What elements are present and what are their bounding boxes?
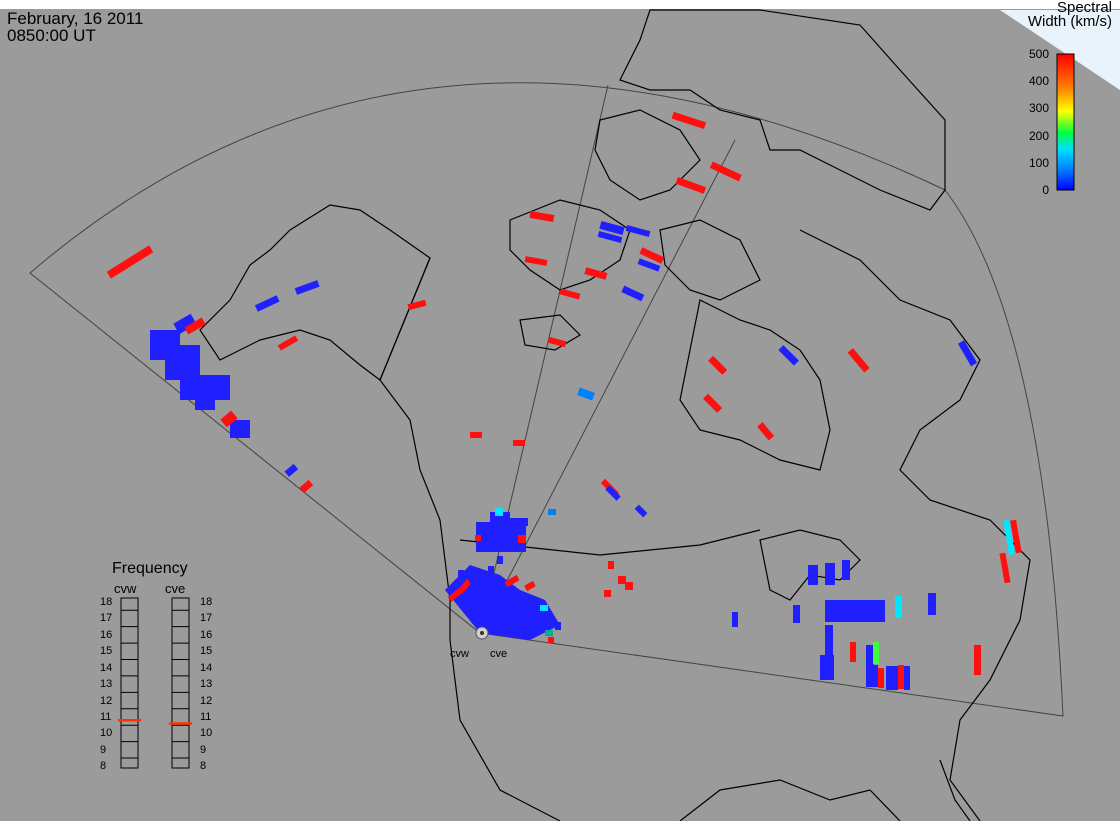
freq-scale-label: 10: [200, 727, 213, 740]
colorbar-tick-label: 400: [1028, 74, 1049, 89]
cve-cells: [548, 111, 1022, 690]
freq-scale-label: 13: [100, 678, 113, 691]
colorbar-title-line1: Spectral: [1056, 0, 1112, 16]
top-band: [0, 0, 1120, 9]
freq-scale-label: 9: [100, 743, 107, 756]
colorbar-tick-label: 0: [1042, 183, 1049, 197]
freq-scale-label: 8: [200, 760, 207, 773]
freq-scale-label: 18: [200, 596, 213, 608]
freq-scale-label: 11: [200, 710, 212, 723]
radar-site-dot: [480, 631, 484, 635]
freq-radar-label-cve: cve: [165, 581, 186, 596]
freq-scale-label: 8: [100, 760, 107, 773]
colorbar-tick-label: 100: [1028, 155, 1049, 170]
freq-scale-label: 10: [100, 727, 113, 740]
colorbar-title-line2: Width (km/s): [1027, 13, 1112, 30]
corner-wedge: [1000, 10, 1120, 90]
freq-scale-label: 12: [100, 694, 113, 707]
freq-scale-label: 13: [200, 678, 213, 691]
coastlines: [199, 9, 1031, 821]
radar-label-cve: cve: [490, 648, 508, 660]
colorbar-tick-label: 500: [1028, 47, 1049, 61]
frequency-panel: [118, 597, 192, 769]
freq-scale-label: 16: [100, 628, 113, 641]
freq-scale-label: 17: [100, 612, 113, 625]
plot-time: 0850:00 UT: [7, 26, 96, 45]
cvw-cells: [106, 210, 608, 493]
freq-scale-label: 15: [100, 645, 113, 658]
colorbar-tick-label: 300: [1028, 101, 1049, 116]
freq-scale-label: 16: [200, 628, 213, 641]
radar-label-cvw: cvw: [450, 648, 469, 660]
colorbar-tick-label: 200: [1028, 128, 1049, 143]
freq-scale-label: 9: [200, 743, 207, 756]
freq-radar-label-cvw: cvw: [114, 581, 137, 596]
near-range-cells: [445, 508, 561, 643]
freq-scale-label: 14: [200, 661, 213, 674]
freq-scale-label: 17: [200, 612, 213, 625]
freq-scale-label: 15: [200, 645, 213, 658]
freq-box-cvw: [120, 597, 139, 769]
freq-scale-label: 18: [100, 596, 113, 608]
freq-scale-label: 14: [100, 661, 113, 674]
freq-scale-label: 11: [100, 710, 112, 723]
freq-box-cve: [171, 597, 190, 769]
freq-scale-label: 12: [200, 694, 213, 707]
plot-date: February, 16 2011: [7, 9, 144, 28]
colorbar: [1056, 53, 1075, 191]
radar-data: [106, 111, 1022, 690]
frequency-title: Frequency: [112, 560, 188, 577]
